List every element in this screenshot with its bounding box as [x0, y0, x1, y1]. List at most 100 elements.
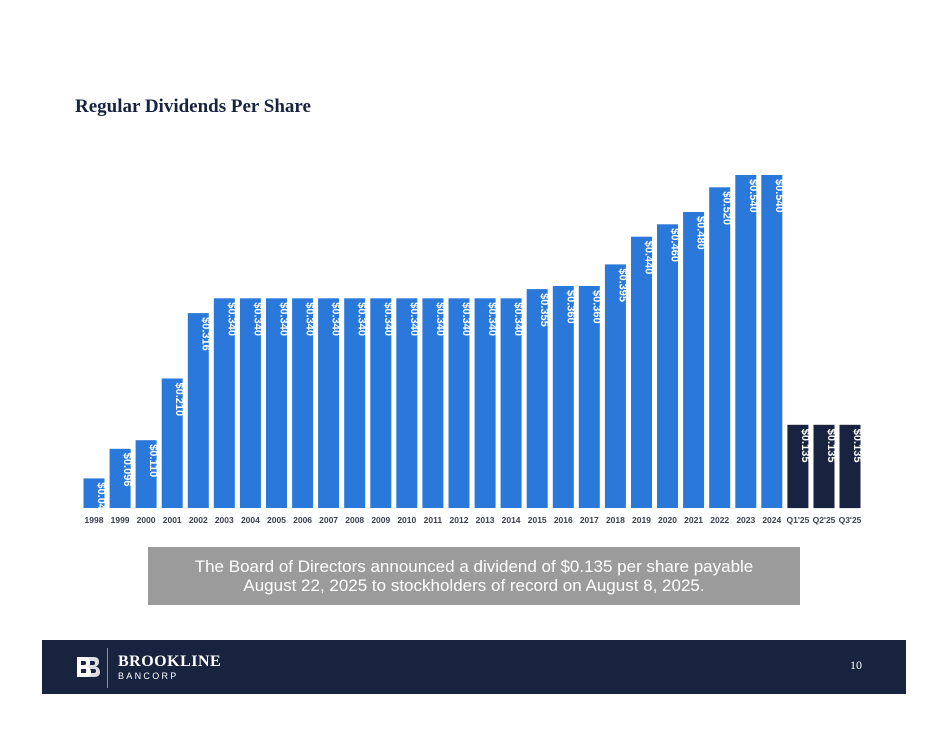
tick-label-2017: 2017	[580, 515, 599, 525]
data-label-2004: $0.340	[251, 302, 263, 336]
brand-subtitle: BANCORP	[118, 671, 179, 681]
data-label-2019: $0.440	[643, 241, 655, 275]
bar-2016	[552, 286, 574, 508]
data-label-2000: $0.110	[147, 444, 159, 477]
tick-label-2002: 2002	[189, 515, 208, 525]
data-label-2005: $0.340	[278, 302, 290, 336]
data-label-2015: $0.355	[538, 293, 550, 327]
tick-label-2019: 2019	[632, 515, 651, 525]
data-label-2017: $0.360	[590, 290, 602, 324]
data-label-1999: $0.096	[121, 453, 133, 487]
tick-label-2018: 2018	[606, 515, 625, 525]
bar-2015	[526, 289, 548, 508]
tick-label-2006: 2006	[293, 515, 312, 525]
page-number: 10	[850, 658, 862, 672]
bar-2004	[239, 298, 261, 508]
tick-label-2011: 2011	[424, 515, 443, 525]
bar-2003	[213, 298, 235, 508]
bar-2002	[187, 313, 209, 508]
tick-label-Q2'25: Q2'25	[813, 515, 836, 525]
tick-label-2015: 2015	[528, 515, 547, 525]
data-label-Q3'25: $0.135	[851, 429, 863, 463]
data-label-2010: $0.340	[408, 302, 420, 336]
bar-2020	[657, 224, 678, 509]
tick-label-1998: 1998	[85, 515, 104, 525]
brand-name: BROOKLINE	[118, 653, 222, 670]
data-label-Q2'25: $0.135	[825, 429, 837, 463]
bar-2022	[709, 187, 731, 509]
tick-label-2014: 2014	[502, 515, 521, 525]
data-label-2003: $0.340	[225, 302, 237, 336]
tick-label-2016: 2016	[554, 515, 573, 525]
data-label-2012: $0.340	[460, 302, 472, 336]
tick-label-2003: 2003	[215, 515, 234, 525]
tick-label-2021: 2021	[684, 515, 703, 525]
bar-2017	[578, 286, 600, 508]
bar-2024	[761, 175, 783, 508]
footer-bar: BROOKLINE BANCORP 10	[42, 640, 906, 694]
data-label-2020: $0.460	[669, 228, 681, 262]
dividend-announcement: The Board of Directors announced a divid…	[148, 547, 800, 605]
bar-1998	[83, 478, 105, 508]
tick-label-2005: 2005	[267, 515, 286, 525]
announcement-line-1: The Board of Directors announced a divid…	[194, 557, 754, 576]
data-label-2002: $0.316	[199, 317, 211, 351]
tick-label-2009: 2009	[371, 515, 390, 525]
data-label-2006: $0.340	[304, 302, 316, 336]
bar-2013	[474, 298, 496, 508]
bar-2011	[422, 298, 444, 508]
announcement-line-2: August 22, 2025 to stockholders of recor…	[243, 576, 705, 595]
data-label-2011: $0.340	[434, 302, 446, 336]
page-title: Regular Dividends Per Share	[75, 96, 311, 117]
tick-label-2010: 2010	[397, 515, 416, 525]
data-label-2022: $0.520	[721, 191, 733, 225]
data-label-Q1'25: $0.135	[799, 429, 811, 463]
tick-label-2013: 2013	[476, 515, 495, 525]
data-label-2018: $0.395	[616, 268, 628, 302]
tick-label-2004: 2004	[241, 515, 260, 525]
bar-2007	[318, 298, 340, 508]
tick-label-Q3'25: Q3'25	[839, 515, 862, 525]
data-label-2023: $0.540	[747, 179, 759, 213]
bar-1999	[109, 448, 131, 508]
data-label-2001: $0.210	[173, 383, 185, 417]
bar-2009	[370, 298, 392, 508]
brookline-logo-icon	[77, 657, 100, 677]
tick-label-Q1'25: Q1'25	[786, 515, 809, 525]
tick-label-2008: 2008	[345, 515, 364, 525]
data-label-2008: $0.340	[356, 302, 368, 336]
tick-label-2007: 2007	[319, 515, 338, 525]
tick-label-2023: 2023	[736, 515, 755, 525]
bar-2005	[266, 298, 287, 508]
data-label-1998: $0.048	[95, 482, 107, 516]
bar-2008	[344, 298, 366, 508]
bar-2021	[683, 212, 705, 508]
bar-2010	[396, 298, 418, 508]
bar-Q3'25	[839, 424, 861, 509]
tick-label-1999: 1999	[111, 515, 130, 525]
data-label-2013: $0.340	[486, 302, 498, 336]
data-label-2009: $0.340	[382, 302, 394, 336]
data-label-2007: $0.340	[330, 302, 342, 336]
bar-2012	[448, 298, 470, 508]
bar-2019	[631, 236, 652, 508]
tick-label-2020: 2020	[658, 515, 677, 525]
tick-label-2024: 2024	[762, 515, 781, 525]
tick-label-2000: 2000	[137, 515, 156, 525]
data-label-2021: $0.480	[695, 216, 707, 250]
bar-2000	[135, 440, 157, 508]
bar-Q2'25	[813, 424, 835, 509]
logo-divider	[107, 648, 108, 688]
tick-label-2012: 2012	[450, 515, 469, 525]
tick-label-2001: 2001	[163, 515, 182, 525]
data-label-2014: $0.340	[512, 302, 524, 336]
data-label-2016: $0.360	[564, 290, 576, 324]
bar-2023	[735, 175, 757, 508]
bar-2006	[292, 298, 314, 508]
bar-2001	[161, 378, 183, 508]
bar-2018	[604, 264, 626, 508]
bar-Q1'25	[787, 424, 809, 509]
data-label-2024: $0.540	[773, 179, 785, 213]
bar-2014	[500, 298, 522, 508]
